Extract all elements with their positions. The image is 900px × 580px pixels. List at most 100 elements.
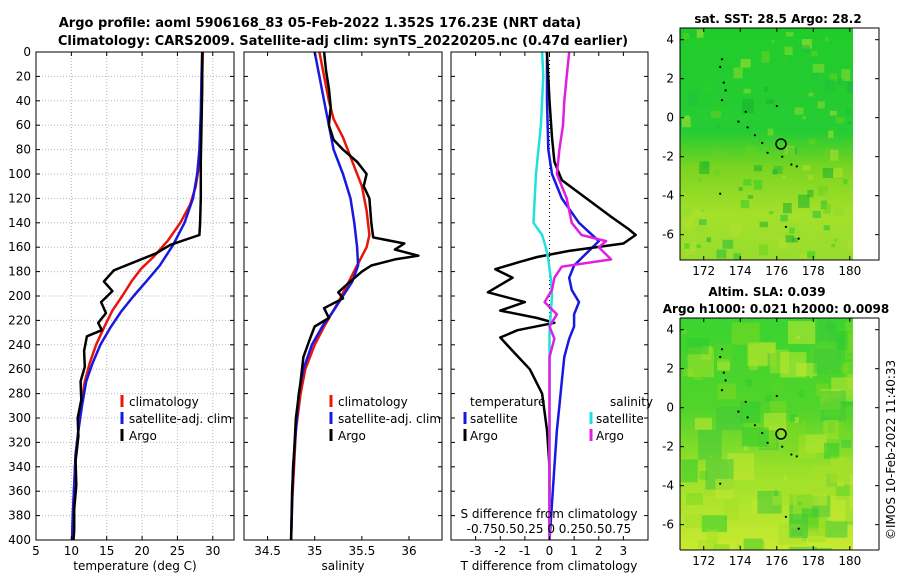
map-cell [817,186,828,196]
map-cell [745,540,765,550]
map-cell [686,338,709,355]
x-tick-label: 2 [595,544,603,558]
argo-location-marker [775,138,787,150]
x-tick-label: -2 [494,544,506,558]
map-cell [823,398,840,417]
map-cell [824,36,829,42]
map-cell [713,169,721,176]
x-tick-label: 176 [765,264,788,278]
island-dot [746,416,749,419]
map-cell [682,33,689,39]
map-cell [801,39,812,49]
map-cell [843,179,848,185]
map-cell [831,496,853,522]
map-cell [833,206,844,217]
map-cell [753,180,763,190]
title-line-1: Argo profile: aoml 5906168_83 05-Feb-202… [59,16,581,31]
island-dot [753,424,757,427]
map-cell [764,87,769,92]
map-cell [830,125,837,134]
island-dot [753,134,757,137]
temperature-legend: climatology satellite-adj. clim Argo [120,395,232,443]
legend-satellite-label: satellite-adj. clim [338,412,441,426]
x-tick-label: 176 [765,554,788,568]
sla-map: Altim. SLA: 0.039 Argo h1000: 0.021 h200… [662,285,889,568]
y-tick-label: -6 [662,518,674,532]
map-cell [807,174,814,180]
temperature-panel: 5 10 15 20 25 3002040608010012014016018020022… [8,45,235,558]
map-cell [767,128,774,136]
x-tick-label: 34.5 [254,544,281,558]
y-tick-label: 0 [666,111,674,125]
island-dot [781,445,784,448]
map-cell [823,419,839,440]
map-cell [823,190,834,199]
map-cell [766,99,774,105]
map-cell [812,493,828,506]
map-cell [841,439,852,448]
map-cell [715,343,733,362]
map-cell [811,73,818,79]
sst-map-title: sat. SST: 28.5 Argo: 28.2 [694,12,861,26]
map-cell [821,238,828,244]
map-cell [684,514,702,529]
map-cell [771,379,785,393]
y-tick-label: 40 [16,94,31,108]
map-cell [847,374,853,390]
map-cell [783,203,792,214]
y-tick-label: 400 [8,533,31,547]
map-cell [797,232,801,237]
map-cell [729,223,742,237]
x-tick-label: 20 [134,544,149,558]
map-cell [813,547,832,550]
map-cell [784,46,793,55]
s-difference-ticks: -0.750.50.25 0 0.250.50.75 [467,522,632,536]
map-cell [802,165,811,171]
map-cell [807,251,816,259]
map-cell [683,215,693,229]
island-dot [724,379,727,382]
series-line-t-argo [486,51,637,540]
map-cell [785,235,795,243]
island-dot [795,165,798,168]
y-tick-label: 120 [8,191,31,205]
map-cell [715,478,734,499]
map-cell [834,419,845,434]
map-cell [761,51,770,63]
map-cell [696,29,704,38]
y-tick-label: 60 [16,118,31,132]
map-cell [789,546,818,550]
map-cell [829,369,835,373]
map-cell [837,79,844,85]
x-tick-label: 35.5 [348,544,375,558]
y-tick-label: -2 [662,440,674,454]
map-cell [697,540,717,550]
map-cell [717,359,731,371]
island-dot [720,99,724,102]
island-dot [766,441,769,444]
island-dot [722,371,725,374]
legend-satellite-label: satellite-adj. clim [129,412,232,426]
map-cell [782,175,786,178]
map-cell [745,379,753,387]
map-cell [831,244,835,248]
sla-map-title: Altim. SLA: 0.039 [708,285,825,299]
map-cell [848,177,853,185]
legend-t-satellite-label: satellite [470,412,518,426]
island-dot [784,515,788,519]
x-tick-label: 1 [570,544,578,558]
island-dot [719,65,722,69]
sst-map: sat. SST: 28.5 Argo: 28.2 172 174 176 178 18… [662,12,880,278]
island-dot [775,104,778,108]
map-cell [682,116,691,128]
sst-patches [680,29,853,260]
map-cell [680,207,692,220]
map-cell [694,209,704,217]
y-tick-label: 4 [666,323,674,337]
s-difference-label: S difference from climatology [461,507,638,521]
y-tick-label: 380 [8,509,31,523]
y-tick-label: 200 [8,289,31,303]
x-tick-label: 0 [546,544,554,558]
map-cell [741,427,769,447]
map-cell [789,227,795,234]
